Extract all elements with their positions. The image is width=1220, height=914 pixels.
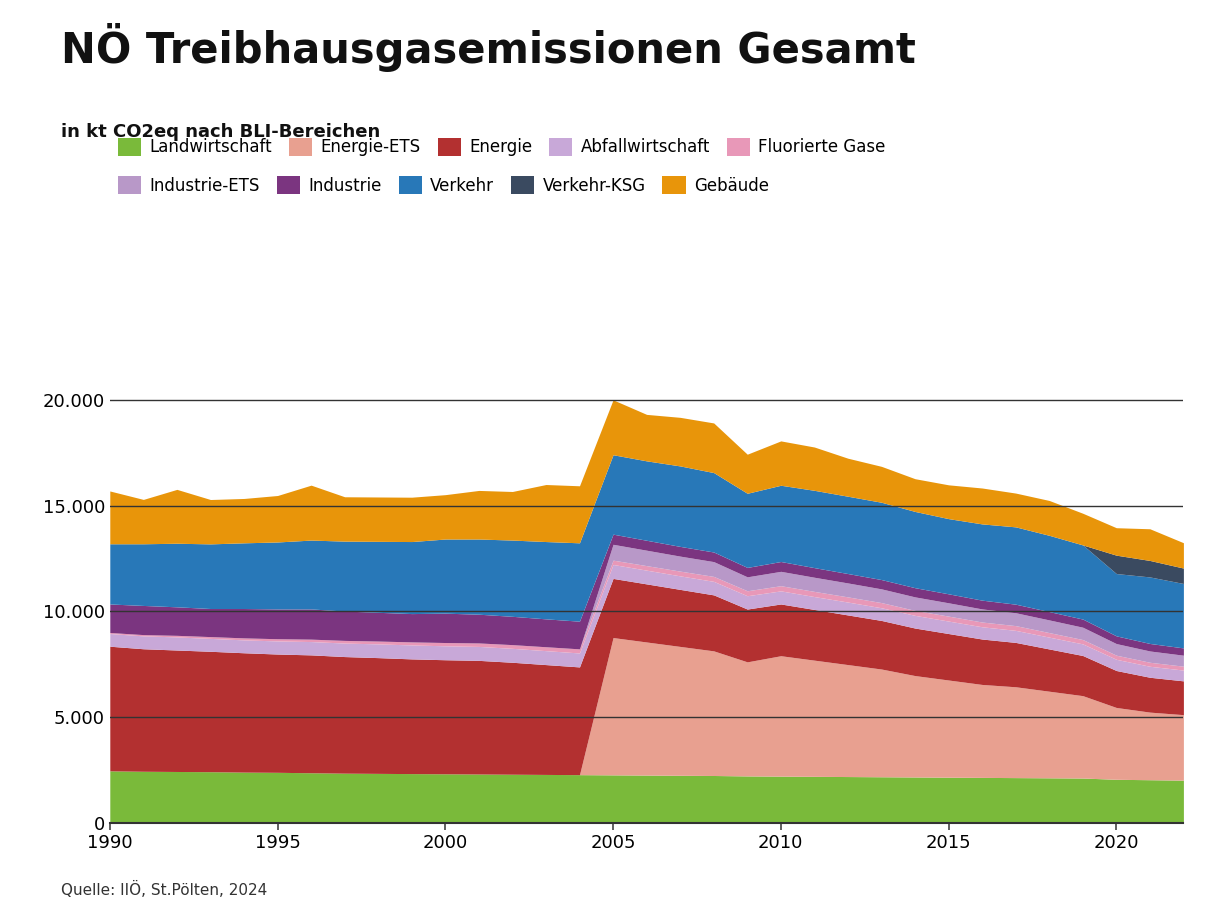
- Text: in kt CO2eq nach BLI-Bereichen: in kt CO2eq nach BLI-Bereichen: [61, 123, 381, 142]
- Text: Quelle: IIÖ, St.Pölten, 2024: Quelle: IIÖ, St.Pölten, 2024: [61, 880, 267, 898]
- Text: NÖ Treibhausgasemissionen Gesamt: NÖ Treibhausgasemissionen Gesamt: [61, 23, 916, 72]
- Legend: Industrie-ETS, Industrie, Verkehr, Verkehr-KSG, Gebäude: Industrie-ETS, Industrie, Verkehr, Verke…: [118, 175, 769, 195]
